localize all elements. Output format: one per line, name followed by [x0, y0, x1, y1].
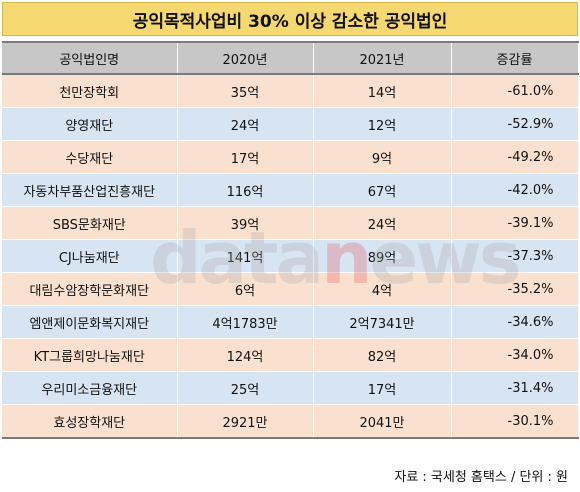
header-row: 공익법인명 2020년 2021년 증감률 [2, 41, 579, 75]
cell-name: 우리미소금융재단 [2, 371, 178, 405]
cell-2020: 24억 [177, 107, 314, 141]
cell-name: 엠앤제이문화복지재단 [2, 305, 178, 339]
cell-rate: -61.0% [451, 74, 579, 108]
table-row: CJ나눔재단 141억 89억 -37.3% [2, 239, 579, 273]
cell-name: 효성장학재단 [2, 404, 178, 439]
cell-rate: -49.2% [451, 140, 579, 174]
cell-2021: 17억 [313, 371, 452, 405]
cell-rate: -42.0% [451, 173, 579, 207]
cell-rate: -30.1% [451, 404, 579, 439]
table-row: 엠앤제이문화복지재단 4억1783만 2억7341만 -34.6% [2, 305, 579, 339]
cell-2020: 35억 [177, 74, 314, 108]
table-row: 효성장학재단 2921만 2041만 -30.1% [2, 404, 579, 439]
cell-2021: 89억 [313, 239, 452, 273]
cell-rate: -39.1% [451, 206, 579, 240]
cell-name: CJ나눔재단 [2, 239, 178, 273]
cell-2021: 67억 [313, 173, 452, 207]
table-row: SBS문화재단 39억 24억 -39.1% [2, 206, 579, 240]
column-header-rate: 증감률 [451, 41, 579, 75]
cell-2021: 4억 [313, 272, 452, 306]
cell-rate: -35.2% [451, 272, 579, 306]
cell-rate: -34.0% [451, 338, 579, 372]
cell-2020: 25억 [177, 371, 314, 405]
table-row: 양영재단 24억 12억 -52.9% [2, 107, 579, 141]
cell-2021: 12억 [313, 107, 452, 141]
table-row: 자동차부품산업진흥재단 116억 67억 -42.0% [2, 173, 579, 207]
source-note: 자료 : 국세청 홈택스 / 단위 : 원 [394, 470, 568, 485]
table-row: 대림수암장학문화재단 6억 4억 -35.2% [2, 272, 579, 306]
cell-name: 양영재단 [2, 107, 178, 141]
cell-name: KT그룹희망나눔재단 [2, 338, 178, 372]
cell-name: 대림수암장학문화재단 [2, 272, 178, 306]
cell-2021: 2억7341만 [313, 305, 452, 339]
cell-2020: 17억 [177, 140, 314, 174]
data-table: 공익법인명 2020년 2021년 증감률 천만장학회 35억 14억 -61.… [2, 41, 579, 439]
table-row: 천만장학회 35억 14억 -61.0% [2, 74, 579, 108]
cell-rate: -31.4% [451, 371, 579, 405]
cell-rate: -52.9% [451, 107, 579, 141]
cell-rate: -37.3% [451, 239, 579, 273]
cell-2020: 39억 [177, 206, 314, 240]
table-row: 수당재단 17억 9억 -49.2% [2, 140, 579, 174]
cell-name: 자동차부품산업진흥재단 [2, 173, 178, 207]
column-header-2021: 2021년 [313, 41, 452, 75]
cell-2020: 2921만 [177, 404, 314, 439]
cell-2021: 9억 [313, 140, 452, 174]
cell-2021: 14억 [313, 74, 452, 108]
cell-2021: 24억 [313, 206, 452, 240]
table-row: 우리미소금융재단 25억 17억 -31.4% [2, 371, 579, 405]
cell-2020: 141억 [177, 239, 314, 273]
cell-2021: 82억 [313, 338, 452, 372]
table-row: KT그룹희망나눔재단 124억 82억 -34.0% [2, 338, 579, 372]
column-header-2020: 2020년 [177, 41, 314, 75]
cell-2020: 124억 [177, 338, 314, 372]
column-header-name: 공익법인명 [2, 41, 178, 75]
cell-name: 수당재단 [2, 140, 178, 174]
cell-name: 천만장학회 [2, 74, 178, 108]
cell-2020: 116억 [177, 173, 314, 207]
cell-name: SBS문화재단 [2, 206, 178, 240]
cell-2020: 6억 [177, 272, 314, 306]
cell-rate: -34.6% [451, 305, 579, 339]
cell-2020: 4억1783만 [177, 305, 314, 339]
table-title: 공익목적사업비 30% 이상 감소한 공익법인 [2, 2, 578, 36]
cell-2021: 2041만 [313, 404, 452, 439]
